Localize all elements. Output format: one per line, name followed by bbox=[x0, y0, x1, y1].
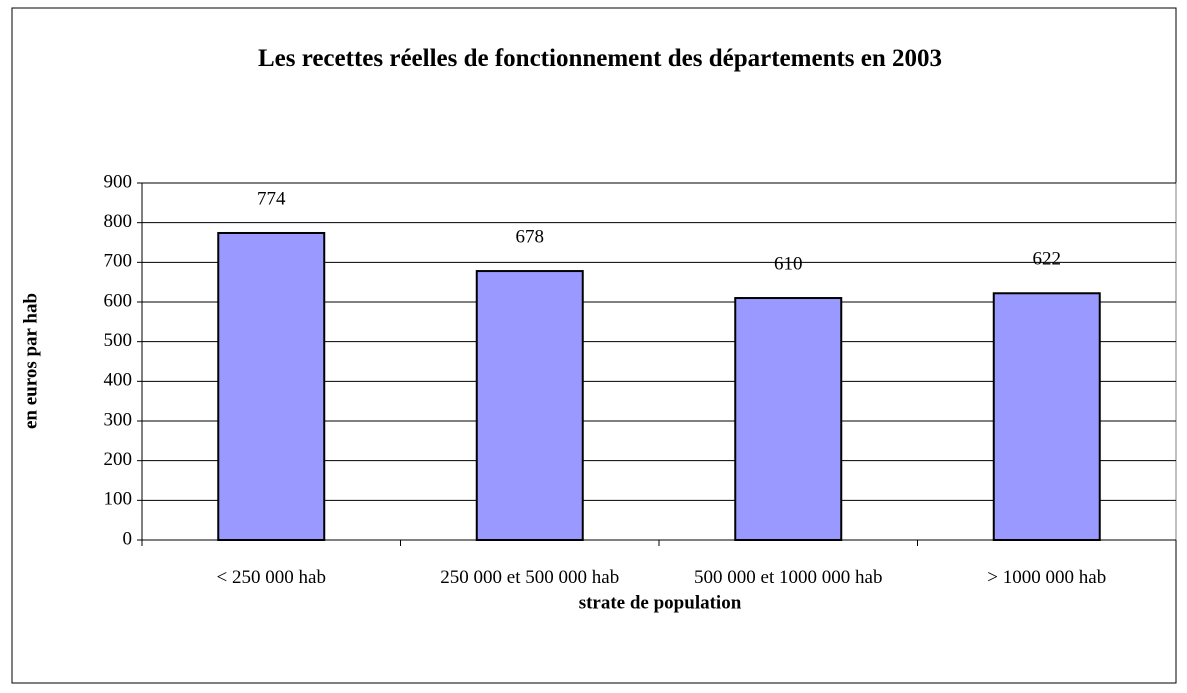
data-label: 622 bbox=[1033, 249, 1062, 270]
data-label: 610 bbox=[774, 253, 803, 274]
x-tick-label: < 250 000 hab bbox=[216, 567, 326, 588]
y-tick-label: 500 bbox=[104, 330, 133, 351]
y-tick-label: 600 bbox=[104, 290, 133, 311]
y-tick-label: 100 bbox=[104, 489, 133, 510]
bar bbox=[734, 297, 843, 541]
y-tick-label: 300 bbox=[104, 409, 133, 430]
y-tick-label: 200 bbox=[104, 449, 133, 470]
x-axis-label: strate de population bbox=[579, 592, 742, 613]
x-tick-label: 500 000 et 1000 000 hab bbox=[694, 567, 883, 588]
y-tick-label: 400 bbox=[104, 370, 133, 391]
bar bbox=[217, 231, 326, 541]
y-tick-label: 700 bbox=[104, 251, 133, 272]
bar bbox=[475, 270, 584, 541]
y-axis-label: en euros par hab bbox=[20, 293, 41, 429]
y-tick-label: 900 bbox=[104, 171, 133, 192]
y-tick-label: 800 bbox=[104, 211, 133, 232]
data-label: 678 bbox=[516, 226, 545, 247]
y-tick-label: 0 bbox=[123, 528, 133, 549]
x-tick-label: > 1000 000 hab bbox=[987, 567, 1107, 588]
bar bbox=[992, 292, 1101, 542]
x-tick-label: 250 000 et 500 000 hab bbox=[440, 567, 620, 588]
chart-title: Les recettes réelles de fonctionnement d… bbox=[257, 45, 943, 72]
data-label: 774 bbox=[257, 188, 286, 209]
